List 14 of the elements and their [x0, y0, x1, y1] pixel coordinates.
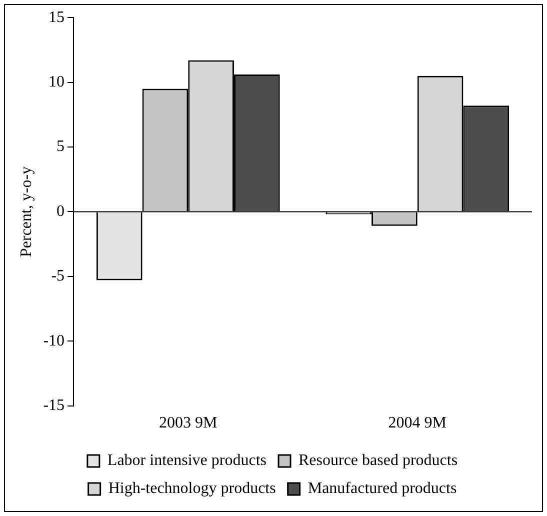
y-tick-label: 10	[48, 74, 65, 91]
y-tick-label: 0	[56, 202, 65, 220]
x-tick-label: 2003 9M	[159, 414, 218, 432]
x-tick-label: 2004 9M	[388, 414, 446, 432]
y-tick-label: -15	[43, 397, 65, 414]
y-tick-label: 15	[48, 8, 65, 26]
y-tick-label: -10	[43, 332, 65, 350]
legend-label: Resource based products	[298, 452, 458, 470]
y-tick-label: -5	[51, 268, 65, 285]
legend-label: Manufactured products	[308, 480, 457, 498]
y-axis-title: Percent, y-o-y	[18, 166, 35, 258]
legend-label: High-technology products	[108, 480, 276, 498]
legend-label: Labor intensive products	[107, 452, 267, 470]
y-tick-label: 5	[56, 138, 65, 156]
